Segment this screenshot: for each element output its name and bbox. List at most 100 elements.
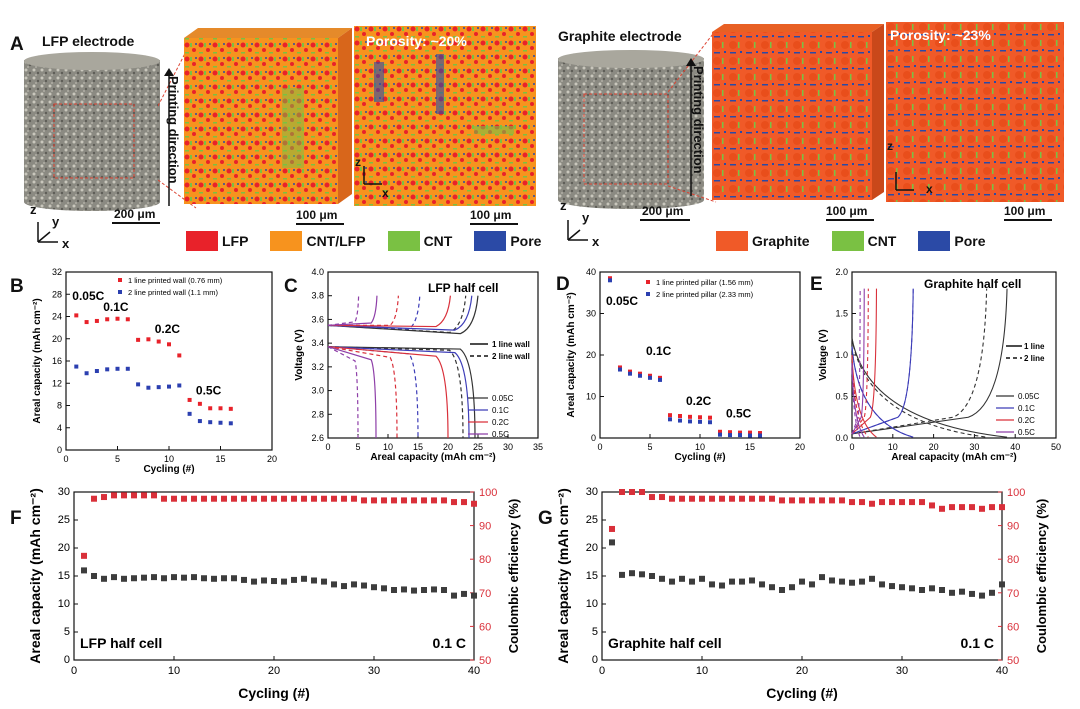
y-tick-label: 0 (592, 654, 598, 666)
charge-curve (851, 288, 988, 435)
capacity-point (461, 590, 467, 597)
capacity-point (709, 581, 715, 588)
discharge-curve (327, 346, 419, 439)
y-tick-label: 5 (64, 626, 70, 638)
legend-swatch (918, 231, 951, 251)
capacity-point (381, 585, 387, 592)
efficiency-point (471, 500, 477, 507)
capacity-point (351, 581, 357, 588)
data-point (74, 313, 79, 318)
data-point (146, 337, 151, 342)
legend-item-graphite: Graphite (716, 231, 810, 251)
data-point (187, 411, 192, 416)
charge-curve (327, 295, 451, 328)
capacity-point (161, 575, 167, 582)
data-point (688, 414, 692, 419)
legend-label: Pore (954, 233, 986, 249)
y2-tick-label: 100 (1007, 487, 1025, 499)
efficiency-point (231, 495, 237, 502)
x-tick-label: 25 (473, 442, 483, 452)
lfp-cylinder-image (24, 52, 160, 211)
efficiency-point (391, 497, 397, 504)
graphite-slice-axis-z: z (887, 139, 893, 153)
y-tick-label: 10 (586, 598, 598, 610)
data-point (758, 433, 762, 438)
lfp-electrode-title: LFP electrode (42, 33, 135, 49)
y-tick-label: 0 (57, 445, 62, 455)
efficiency-point (699, 495, 705, 502)
charge-curve (851, 288, 878, 435)
graphite-printing-direction-label: Printing direction (691, 66, 706, 174)
graphite-axis-z: z (560, 198, 567, 213)
efficiency-point (809, 497, 815, 504)
y-tick-label: 0 (64, 654, 70, 666)
data-point (136, 382, 141, 387)
efficiency-point (111, 492, 117, 499)
legend-label: LFP (222, 233, 249, 249)
y-tick-label: 30 (58, 486, 70, 498)
charge-curve (327, 295, 378, 326)
capacity-point (451, 592, 457, 599)
x-tick-label: 5 (647, 442, 652, 452)
efficiency-point (629, 489, 635, 495)
x-tick-label: 0 (325, 442, 330, 452)
capacity-point (411, 587, 417, 594)
x-tick-label: 30 (969, 442, 979, 452)
efficiency-point (889, 499, 895, 506)
efficiency-point (191, 495, 197, 502)
capacity-point (619, 571, 625, 578)
graphite-slice-scalebar (1004, 219, 1052, 221)
capacity-point (939, 587, 945, 593)
efficiency-point (321, 495, 327, 502)
charge-curve (327, 295, 467, 334)
panel-label-c: C (284, 276, 298, 297)
data-point (728, 430, 732, 435)
y2-tick-label: 60 (1007, 621, 1019, 633)
legend-label: 0.1C (492, 406, 509, 415)
efficiency-point (969, 504, 975, 511)
x-tick-label: 0 (597, 442, 602, 452)
graphite-xyz-axes (567, 220, 588, 241)
capacity-point (669, 578, 675, 585)
efficiency-point (639, 489, 645, 495)
data-point (658, 377, 662, 382)
data-point (678, 418, 682, 423)
efficiency-point (989, 504, 995, 511)
data-point (638, 373, 642, 378)
lfp-slice-axis-z: z (355, 155, 361, 169)
graphite-axis-x: x (592, 234, 600, 249)
x-tick-label: 0 (599, 665, 605, 677)
discharge-curve (327, 346, 377, 439)
efficiency-point (919, 499, 925, 506)
efficiency-point (839, 497, 845, 504)
data-point (167, 384, 171, 389)
data-point (105, 367, 110, 372)
chart-g-graphite-long-cycling: 0 10 20 30 40 0 5 10 15 20 25 30 Cycling (#) Areal ca… (555, 486, 1049, 701)
efficiency-point (131, 492, 137, 499)
legend-swatch (186, 231, 218, 251)
capacity-point (739, 578, 745, 585)
y-tick-label: 20 (586, 542, 598, 554)
capacity-point (111, 574, 117, 581)
y-tick-label: 20 (58, 542, 70, 554)
x-axis-label: Cycling (#) (766, 685, 838, 701)
efficiency-point (769, 495, 775, 502)
rate-annotation: 0.1C (646, 344, 672, 358)
efficiency-point (291, 495, 297, 502)
x-tick-label: 15 (215, 454, 225, 464)
lfp-axis-y: y (52, 214, 60, 229)
efficiency-point (709, 495, 715, 502)
legend-item-pore: Pore (918, 231, 985, 251)
legend-label: 0.5C (492, 430, 509, 439)
x-tick-label: 15 (745, 442, 755, 452)
y-axis-label: Areal capacity (mAh cm⁻²) (32, 298, 43, 423)
lfp-cube-image (184, 28, 352, 204)
efficiency-point (251, 495, 257, 502)
legend-item-cnt: CNT (831, 231, 896, 251)
capacity-point (879, 581, 885, 588)
legend-swatch (831, 231, 864, 251)
efficiency-point (979, 505, 985, 512)
y-axis-label: Areal capacity (mAh cm⁻²) (27, 488, 43, 663)
graphite-scalebar-200 (640, 219, 690, 221)
y2-tick-label: 50 (1007, 655, 1019, 667)
